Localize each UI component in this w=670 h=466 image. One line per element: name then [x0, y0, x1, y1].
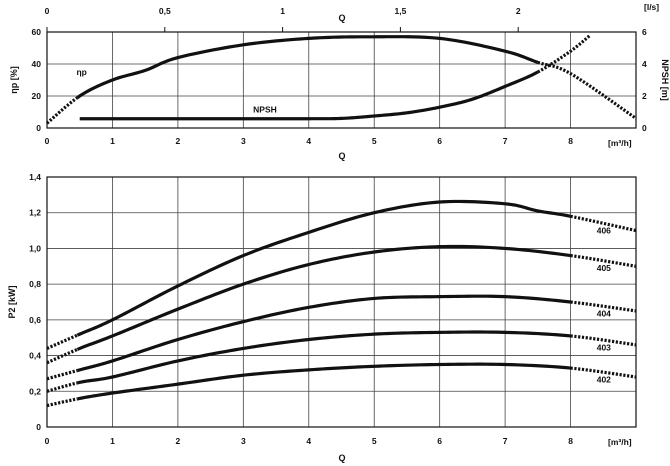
top-x2-unit-label: [l/s] — [644, 2, 659, 12]
top-y-tick-label: 40 — [32, 59, 42, 69]
power-402-curve-extension — [570, 366, 637, 379]
power-402-curve — [77, 362, 571, 401]
power-404-curve-extension — [46, 368, 78, 381]
bottom-x-tick-label: 2 — [176, 436, 181, 446]
bottom-y-tick-label: 0 — [36, 422, 41, 432]
top-x-axis-label: Q — [338, 151, 345, 161]
power-chart: 0 1 2 3 4 5 6 7 8 0 0,2 0,4 0,6 0,8 1,0 1,2 1,4 Q [m³/h] P2… — [7, 172, 637, 463]
power-series-label-404: 404 — [597, 308, 611, 318]
npsh-series-label: NPSH — [253, 105, 277, 115]
bottom-y-tick-label: 0,2 — [29, 386, 41, 396]
bottom-y-axis-label: P2 [kW] — [7, 285, 17, 318]
top-y-tick-label: 60 — [32, 27, 42, 37]
top-npsh-curve-extension — [537, 33, 592, 74]
top-npsh-curve — [79, 70, 539, 121]
power-406-curve — [76, 199, 571, 337]
top-plot-frame — [46, 31, 637, 129]
bottom-x-tick-label: 6 — [437, 436, 442, 446]
bottom-x-tick-label: 5 — [372, 436, 377, 446]
top-x-tick-label: 4 — [306, 136, 311, 146]
bottom-x-tick-label: 1 — [110, 436, 115, 446]
top-x-tick-label: 3 — [241, 136, 246, 146]
bottom-x-tick-label: 8 — [568, 436, 573, 446]
power-402-curve-extension — [46, 397, 78, 408]
power-406-curve-extension — [46, 333, 78, 350]
top-y2-axis-label: NPSH [m] — [660, 59, 670, 101]
power-403-curve-extension — [46, 381, 78, 393]
top-x2-tick-label: 0,5 — [159, 6, 171, 16]
top-x2-axis-label: Q — [338, 13, 345, 23]
power-series-label-402: 402 — [597, 375, 611, 385]
efficiency-series-label: ηp — [76, 67, 86, 77]
top-x2-tick-label: 2 — [516, 6, 521, 16]
power-403-curve — [76, 330, 571, 385]
top-y-tick-label: 20 — [32, 91, 42, 101]
power-series-label-403: 403 — [597, 342, 611, 352]
top-x2-tick-label: 0 — [45, 6, 50, 16]
bottom-x-tick-label: 3 — [241, 436, 246, 446]
top-y-tick-label: 0 — [36, 123, 41, 133]
top-x-tick-label: 7 — [503, 136, 508, 146]
top-y2-tick-label: 2 — [642, 91, 647, 101]
bottom-x-tick-label: 4 — [306, 436, 311, 446]
top-y2-tick-label: 4 — [642, 59, 647, 69]
top-y2-tick-label: 6 — [642, 27, 647, 37]
bottom-y-tick-label: 1,2 — [29, 208, 41, 218]
power-404-curve-extension — [570, 300, 637, 313]
bottom-plot-frame — [46, 176, 637, 428]
top-x-tick-label: 5 — [372, 136, 377, 146]
power-series-label-406: 406 — [597, 225, 611, 235]
top-x-tick-label: 8 — [568, 136, 573, 146]
top-x-tick-label: 6 — [437, 136, 442, 146]
power-404-curve — [76, 294, 571, 373]
power-403-curve-extension — [570, 334, 637, 347]
power-405-curve — [76, 244, 571, 351]
power-406-curve-extension — [570, 214, 637, 233]
bottom-x-axis-label: Q — [338, 453, 345, 463]
bottom-y-tick-label: 1,0 — [29, 243, 41, 253]
top-x-unit-label: [m³/h] — [608, 138, 632, 148]
top-x2-tick-label: 1 — [280, 6, 285, 16]
power-405-curve-extension — [46, 347, 78, 365]
top-efficiency-curve-extension — [45, 96, 79, 125]
top-y2-tick-label: 0 — [642, 123, 647, 133]
top-efficiency-curve-extension — [537, 60, 637, 120]
bottom-y-tick-label: 1,4 — [29, 172, 41, 182]
top-efficiency-curve — [76, 35, 539, 99]
top-x2-tick-label: 1,5 — [394, 6, 406, 16]
top-x-tick-label: 0 — [45, 136, 50, 146]
power-series-label-405: 405 — [597, 263, 611, 273]
bottom-x-unit-label: [m³/h] — [608, 437, 632, 447]
bottom-x-tick-label: 7 — [503, 436, 508, 446]
bottom-y-tick-label: 0,6 — [29, 315, 41, 325]
power-405-curve-extension — [570, 253, 637, 268]
top-y-axis-label: ηp [%] — [9, 66, 19, 94]
bottom-y-tick-label: 0,8 — [29, 279, 41, 289]
bottom-x-tick-label: 0 — [45, 436, 50, 446]
bottom-y-tick-label: 0,4 — [29, 351, 41, 361]
top-x-tick-label: 2 — [176, 136, 181, 146]
top-x-tick-label: 1 — [110, 136, 115, 146]
